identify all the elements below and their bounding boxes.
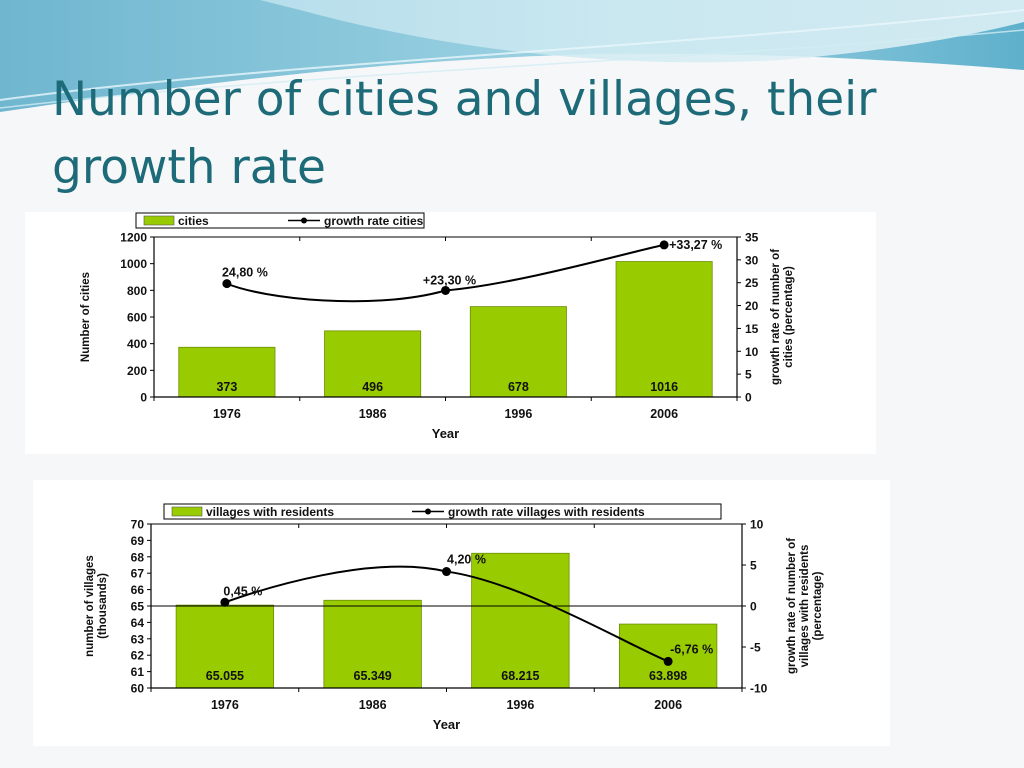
villages-chart-panel: villages with residents growth rate villa…	[33, 480, 890, 746]
undefined-bar-label-1976: 65.055	[206, 669, 244, 683]
undefined-legend-line-label: growth rate villages with residents	[448, 505, 645, 519]
undefined-x-axis-label: Year	[432, 426, 459, 441]
villages-chart: villages with residents growth rate villa…	[84, 503, 824, 732]
undefined-x-tick-label-2006: 2006	[654, 698, 682, 712]
undefined-y2-tick-label: 0	[750, 600, 757, 614]
cities-chart: cities growth rate cities 373 496 678 1016 197…	[80, 212, 795, 441]
undefined-y-tick-label: 69	[131, 534, 145, 548]
undefined-growth-label-1996: +23,30 %	[423, 273, 476, 287]
undefined-legend: cities growth rate cities	[135, 212, 425, 229]
undefined-growth-line	[224, 565, 669, 663]
undefined-y2-axis-label: growth rate of number of	[786, 538, 798, 674]
undefined-bar-label-2006: 1016	[650, 380, 678, 394]
undefined-growth-label-1996: 4,20 %	[447, 553, 486, 567]
undefined-bar-label-1986: 65.349	[354, 669, 392, 683]
undefined-y2-tick-label: 30	[745, 253, 759, 267]
undefined-growth-label-2006: +33,27 %	[669, 238, 722, 252]
undefined-y-tick-label: 1000	[120, 257, 147, 271]
undefined-growth-label-1976: 24,80 %	[222, 266, 268, 280]
header-wave-line-2	[0, 29, 1024, 109]
undefined-y-tick-label: 65	[131, 600, 145, 614]
undefined-y-tick-label: 1200	[120, 231, 147, 245]
undefined-y2-tick-label: 5	[750, 559, 757, 573]
undefined-x-tick-label-1996: 1996	[506, 698, 534, 712]
undefined-bar-2006	[615, 261, 713, 398]
page-title: Number of cities and villages, their gro…	[52, 72, 877, 195]
undefined-legend-line-marker	[301, 217, 307, 224]
undefined-bar-label-1996: 678	[508, 380, 529, 394]
undefined-y-tick-label: 64	[131, 616, 145, 630]
undefined-y-axis-label: number of villages	[84, 555, 96, 657]
undefined-bar-1996	[471, 552, 570, 689]
undefined-y2-tick-label: 35	[745, 231, 759, 245]
undefined-legend-bar-swatch	[143, 215, 175, 226]
undefined-y-tick-label: 60	[131, 682, 145, 696]
undefined-y-tick-label: 67	[131, 567, 145, 581]
undefined-y2-tick-label: 0	[745, 391, 752, 405]
undefined-y-tick-label: 63	[131, 632, 145, 646]
undefined-bar-2006	[618, 623, 718, 689]
undefined-growth-point	[222, 279, 232, 289]
undefined-bar-label-1986: 496	[362, 380, 383, 394]
header-wave-line	[0, 9, 1024, 101]
undefined-y2-axis-label: growth rate of number of	[770, 249, 782, 385]
undefined-legend: villages with residents growth rate villa…	[163, 503, 722, 520]
cities-chart-panel: cities growth rate cities 373 496 678 1016 197…	[25, 212, 876, 454]
undefined-bar-1976	[175, 604, 275, 689]
undefined-y2-axis-label: villages with residents	[799, 545, 811, 668]
undefined-y2-tick-label: -10	[750, 682, 768, 696]
undefined-legend-box	[135, 212, 425, 229]
undefined-y2-axis-label: (percentage)	[812, 571, 824, 640]
undefined-y-tick-label: 62	[131, 649, 145, 663]
undefined-y2-tick-label: 20	[745, 299, 759, 313]
undefined-x-tick-label-1996: 1996	[504, 407, 532, 421]
undefined-growth-point	[441, 285, 450, 295]
undefined-y-tick-label: 0	[140, 391, 147, 405]
undefined-x-tick-label-1986: 1986	[359, 698, 387, 712]
undefined-bar-1996	[469, 306, 567, 398]
undefined-growth-label-1976: 0,45 %	[223, 584, 262, 598]
undefined-y-tick-label: 68	[131, 550, 145, 564]
undefined-x-tick-label-2006: 2006	[650, 407, 678, 421]
header-wave-front	[260, 0, 1024, 63]
undefined-bar-label-1976: 373	[216, 380, 237, 394]
undefined-y2-tick-label: 25	[745, 276, 759, 290]
undefined-y-tick-label: 61	[131, 665, 145, 679]
undefined-x-tick-label-1976: 1976	[213, 407, 241, 421]
undefined-x-axis-label: Year	[433, 717, 460, 732]
undefined-legend-line-label: growth rate cities	[324, 214, 424, 228]
undefined-y2-tick-label: 10	[745, 345, 759, 359]
undefined-y-tick-label: 200	[127, 364, 147, 378]
undefined-y-tick-label: 600	[127, 311, 147, 325]
undefined-legend-bar-label: cities	[178, 214, 209, 228]
undefined-y-axis-label: Number of cities	[80, 272, 92, 362]
undefined-x-tick-label-1976: 1976	[211, 698, 239, 712]
undefined-y2-tick-label: 15	[745, 322, 759, 336]
undefined-growth-point	[442, 567, 451, 577]
undefined-y-tick-label: 800	[127, 284, 147, 298]
undefined-growth-point	[663, 656, 673, 666]
undefined-y2-tick-label: -5	[750, 641, 761, 655]
undefined-bar-1986	[324, 330, 422, 398]
undefined-bar-label-2006: 63.898	[649, 669, 687, 683]
undefined-y-tick-label: 400	[127, 337, 147, 351]
undefined-y2-axis-label: cities (percentage)	[783, 266, 795, 368]
undefined-y-axis-label: (thousands)	[97, 573, 109, 639]
undefined-y2-tick-label: 10	[750, 518, 764, 532]
undefined-y2-tick-label: 5	[745, 368, 752, 382]
undefined-x-tick-label-1986: 1986	[359, 407, 387, 421]
undefined-y-tick-label: 70	[131, 518, 145, 532]
undefined-growth-point	[659, 240, 669, 250]
undefined-legend-line-marker	[425, 508, 431, 515]
undefined-legend-bar-label: villages with residents	[206, 505, 334, 519]
undefined-legend-bar-swatch	[171, 506, 203, 517]
undefined-growth-label-2006: -6,76 %	[670, 642, 713, 656]
undefined-y-tick-label: 66	[131, 583, 145, 597]
undefined-bar-1986	[323, 599, 422, 689]
undefined-growth-point	[220, 597, 230, 607]
undefined-bar-label-1996: 68.215	[501, 669, 539, 683]
